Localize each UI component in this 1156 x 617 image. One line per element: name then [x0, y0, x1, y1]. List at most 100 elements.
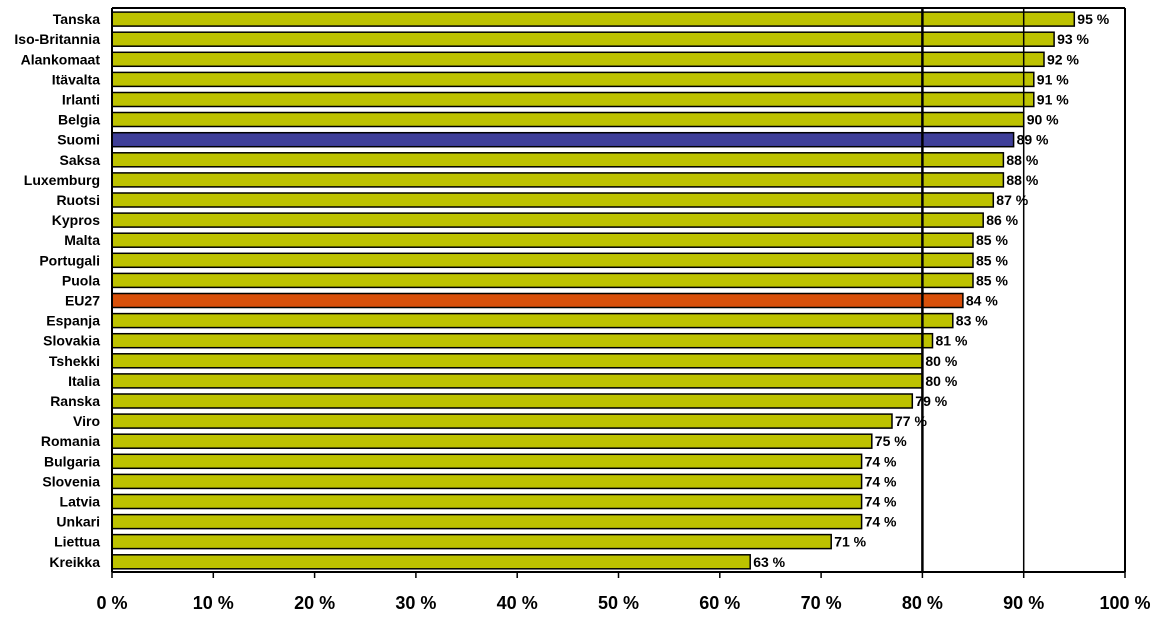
bar: [111, 292, 964, 309]
value-label: 75 %: [875, 433, 907, 449]
value-label: 95 %: [1077, 11, 1109, 27]
category-label: Tshekki: [49, 353, 100, 369]
bar: [111, 433, 873, 449]
value-label: 74 %: [865, 473, 897, 489]
value-label: 74 %: [865, 494, 897, 510]
category-label: Italia: [68, 373, 100, 389]
category-label: Kypros: [52, 212, 100, 228]
value-label: 85 %: [976, 252, 1008, 268]
category-label: Luxemburg: [24, 172, 100, 188]
category-label: Tanska: [53, 11, 100, 27]
bar: [111, 131, 1015, 148]
category-label: Malta: [64, 232, 100, 248]
reference-lines: [921, 8, 1025, 572]
bar: [111, 413, 893, 429]
category-label: Kreikka: [49, 554, 100, 570]
value-label: 71 %: [834, 534, 866, 550]
bar: [111, 332, 934, 349]
category-label: Slovakia: [43, 333, 100, 349]
x-tick-label: 100 %: [1099, 593, 1150, 613]
category-label: Puola: [62, 272, 100, 288]
value-label: 83 %: [956, 313, 988, 329]
value-label: 93 %: [1057, 31, 1089, 47]
bars-layer: [111, 11, 1076, 570]
bar: [111, 373, 924, 389]
bar: [111, 212, 984, 228]
bar: [111, 31, 1055, 47]
bar: [111, 353, 924, 369]
value-label: 88 %: [1006, 172, 1038, 188]
bar: [111, 71, 1035, 88]
category-label: Viro: [73, 413, 100, 429]
value-label: 74 %: [865, 453, 897, 469]
value-label: 86 %: [986, 212, 1018, 228]
category-label: EU27: [65, 293, 100, 309]
value-label: 85 %: [976, 272, 1008, 288]
bar: [111, 393, 914, 409]
value-label: 63 %: [753, 554, 785, 570]
bar: [111, 172, 1005, 188]
bar: [111, 111, 1025, 128]
value-label: 79 %: [915, 393, 947, 409]
bar: [111, 252, 974, 269]
category-label: Latvia: [60, 494, 101, 510]
bar: [111, 152, 1005, 168]
x-tick-label: 60 %: [699, 593, 740, 613]
value-label: 80 %: [925, 353, 957, 369]
x-tick-label: 30 %: [395, 593, 436, 613]
value-label: 92 %: [1047, 51, 1079, 67]
bar: [111, 91, 1035, 108]
bar: [111, 453, 863, 470]
value-label: 91 %: [1037, 71, 1069, 87]
bar: [111, 272, 974, 289]
category-label: Bulgaria: [44, 453, 100, 469]
x-tick-label: 50 %: [598, 593, 639, 613]
value-label: 90 %: [1027, 112, 1059, 128]
x-tick-label: 0 %: [96, 593, 127, 613]
value-label: 85 %: [976, 232, 1008, 248]
bar: [111, 312, 954, 329]
x-tick-label: 80 %: [902, 593, 943, 613]
value-label: 80 %: [925, 373, 957, 389]
bar: [111, 51, 1045, 68]
labels: Tanska 95 % Iso-Britannia 93 % Alankomaat 92 …: [14, 11, 1150, 613]
value-label: 89 %: [1017, 132, 1049, 148]
category-label: Suomi: [57, 132, 100, 148]
value-label: 88 %: [1006, 152, 1038, 168]
axes: [111, 7, 1126, 578]
category-label: Ruotsi: [56, 192, 100, 208]
category-label: Itävalta: [52, 71, 100, 87]
category-label: Slovenia: [42, 473, 100, 489]
value-label: 81 %: [936, 333, 968, 349]
category-label: Portugali: [39, 252, 100, 268]
x-tick-label: 40 %: [497, 593, 538, 613]
x-tick-label: 70 %: [801, 593, 842, 613]
bar: [111, 473, 863, 490]
value-label: 84 %: [966, 293, 998, 309]
category-label: Saksa: [60, 152, 101, 168]
bar: [111, 554, 751, 570]
category-label: Iso-Britannia: [14, 31, 100, 47]
bar: [111, 533, 832, 550]
x-tick-label: 10 %: [193, 593, 234, 613]
value-label: 77 %: [895, 413, 927, 429]
bar: [111, 11, 1076, 27]
x-tick-label: 90 %: [1003, 593, 1044, 613]
category-label: Belgia: [58, 112, 100, 128]
category-label: Romania: [41, 433, 100, 449]
category-label: Alankomaat: [21, 51, 101, 67]
value-label: 74 %: [865, 514, 897, 530]
x-tick-label: 20 %: [294, 593, 335, 613]
category-label: Irlanti: [62, 92, 100, 108]
bar: [111, 232, 974, 248]
bar: [111, 192, 995, 208]
value-label: 87 %: [996, 192, 1028, 208]
bar: [111, 493, 863, 510]
value-label: 91 %: [1037, 92, 1069, 108]
category-label: Unkari: [56, 514, 100, 530]
category-label: Espanja: [46, 313, 100, 329]
category-label: Liettua: [54, 534, 100, 550]
bar: [111, 513, 863, 530]
category-label: Ranska: [50, 393, 100, 409]
